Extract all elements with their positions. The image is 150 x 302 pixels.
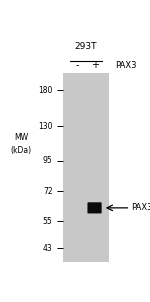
Text: 55: 55 xyxy=(43,217,52,226)
Text: PAX3: PAX3 xyxy=(132,203,150,212)
Text: +: + xyxy=(91,60,99,70)
Text: 293T: 293T xyxy=(74,42,97,51)
Text: PAX3: PAX3 xyxy=(115,61,137,70)
Text: 72: 72 xyxy=(43,187,52,196)
Text: 180: 180 xyxy=(38,86,52,95)
Text: MW: MW xyxy=(14,133,28,142)
Text: 43: 43 xyxy=(43,244,52,253)
Text: (kDa): (kDa) xyxy=(11,146,32,155)
Text: -: - xyxy=(75,60,79,70)
Text: 95: 95 xyxy=(43,156,52,165)
Text: 130: 130 xyxy=(38,122,52,131)
Bar xyxy=(63,73,110,262)
FancyBboxPatch shape xyxy=(87,202,102,214)
